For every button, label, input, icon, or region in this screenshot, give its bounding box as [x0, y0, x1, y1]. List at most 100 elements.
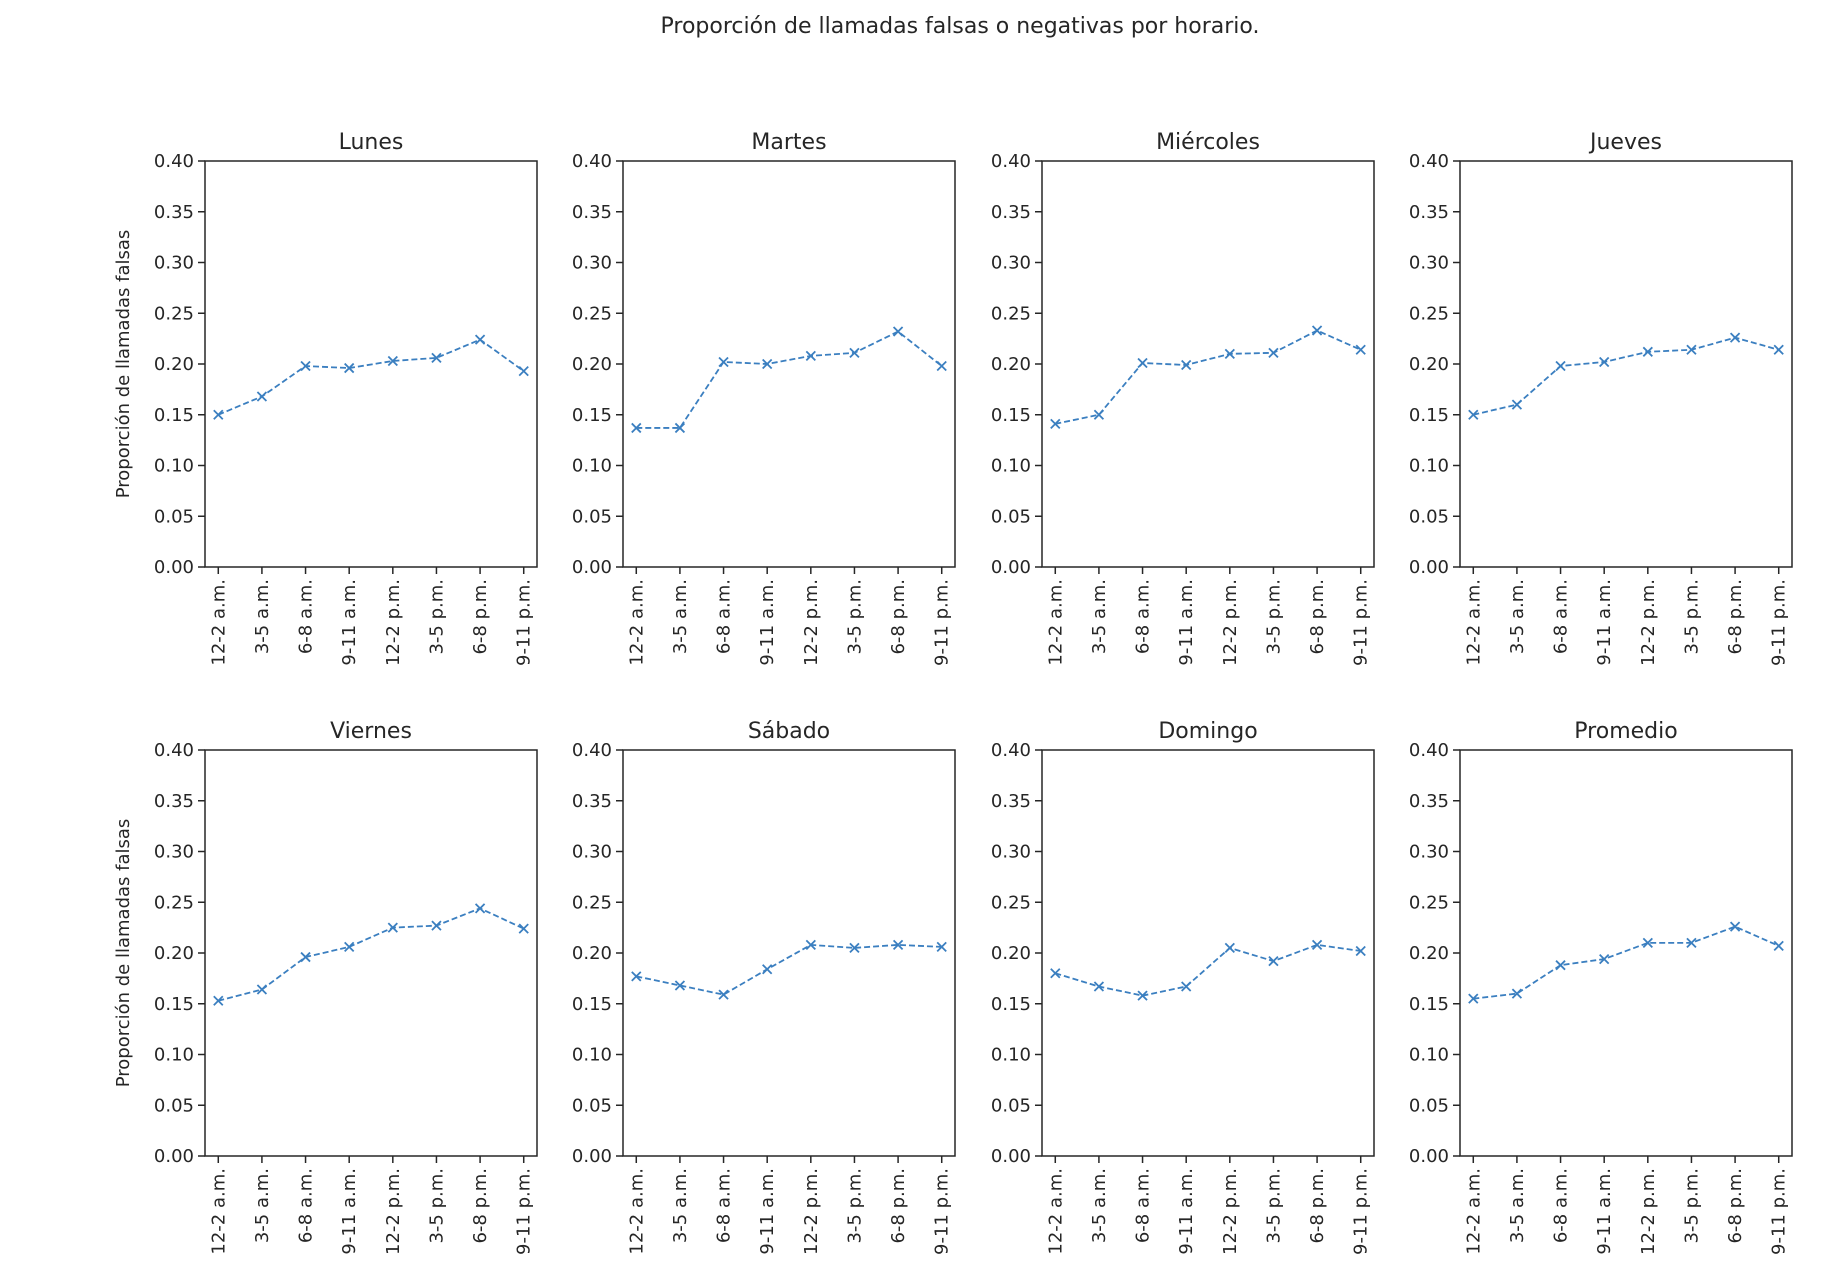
y-tick-label: 0.05 [572, 1095, 612, 1116]
data-point [1686, 937, 1697, 948]
x-tick-label: 3-5 a.m. [1507, 1168, 1528, 1243]
data-point [1686, 344, 1697, 355]
subplot-title: Promedio [1574, 719, 1677, 744]
y-tick-label: 0.40 [154, 740, 194, 761]
x-tick-label: 9-11 a.m. [1594, 1168, 1615, 1255]
y-tick-label: 0.10 [1409, 1045, 1449, 1066]
axes-frame [622, 749, 956, 1157]
y-tick-label: 0.40 [154, 151, 194, 172]
axes-frame [1459, 749, 1793, 1157]
y-tick-label: 0.25 [572, 303, 612, 324]
x-tick-label: 6-8 p.m. [1307, 1168, 1328, 1244]
data-point [1093, 981, 1105, 992]
x-tick-label: 6-8 a.m. [296, 1168, 317, 1243]
y-tick-label: 0.00 [991, 557, 1031, 578]
data-point [1311, 325, 1323, 336]
data-point [718, 989, 729, 1000]
x-tick-label: 3-5 a.m. [1089, 1168, 1110, 1243]
x-tick-label: 12-2 a.m. [1463, 1168, 1484, 1255]
data-point [1642, 346, 1653, 357]
y-tick-label: 0.10 [154, 1045, 194, 1066]
data-point [1181, 981, 1192, 992]
data-point [892, 939, 904, 951]
y-tick-label: 0.35 [1409, 202, 1449, 223]
x-tick-label: 12-2 a.m. [1045, 579, 1066, 666]
data-point [431, 920, 442, 931]
y-tick-label: 0.20 [1409, 943, 1449, 964]
x-tick-label: 3-5 p.m. [426, 1168, 447, 1244]
x-tick-label: 6-8 p.m. [1307, 579, 1328, 655]
y-tick-label: 0.10 [572, 456, 612, 477]
x-tick-label: 3-5 p.m. [1681, 1168, 1702, 1244]
y-tick-label: 0.35 [154, 202, 194, 223]
subplot-promedio: Promedio 0.00 0.05 0.10 0.15 0.20 0.25 0.30 0.35… [1409, 719, 1793, 1255]
axes-frame [1041, 749, 1375, 1157]
x-tick-label: 6-8 a.m. [1133, 1168, 1154, 1243]
y-tick-label: 0.15 [154, 994, 194, 1015]
data-point [936, 941, 947, 953]
data-point [1137, 357, 1148, 369]
y-tick-label: 0.05 [572, 506, 612, 527]
x-tick-label: 9-11 p.m. [1769, 579, 1790, 666]
y-tick-label: 0.40 [991, 151, 1031, 172]
x-tick-label: 9-11 a.m. [339, 579, 360, 666]
x-tick-label: 9-11 p.m. [932, 1168, 953, 1255]
axes-frame [1459, 160, 1793, 568]
y-tick-label: 0.00 [154, 1146, 194, 1167]
x-tick-label: 12-2 a.m. [626, 579, 647, 666]
y-tick-label: 0.10 [154, 456, 194, 477]
x-tick-label: 9-11 p.m. [1351, 579, 1372, 666]
x-tick-label: 12-2 a.m. [1463, 579, 1484, 666]
y-tick-label: 0.10 [572, 1045, 612, 1066]
y-tick-label: 0.05 [154, 1095, 194, 1116]
y-tick-label: 0.05 [154, 506, 194, 527]
data-point [300, 360, 311, 372]
figure-title: Proporción de llamadas falsas o negativa… [661, 14, 1260, 39]
data-point [805, 350, 816, 362]
subplot-title: Jueves [1588, 130, 1662, 155]
data-point [1642, 937, 1653, 948]
data-point [1224, 942, 1235, 954]
x-tick-label: 6-8 a.m. [714, 1168, 735, 1243]
y-tick-label: 0.25 [1409, 892, 1449, 913]
subplot-title: Lunes [339, 130, 404, 155]
x-tick-label: 12-2 p.m. [801, 1168, 822, 1255]
data-point [674, 422, 686, 434]
data-point [1050, 968, 1061, 979]
data-point [849, 347, 860, 358]
x-tick-label: 6-8 p.m. [888, 1168, 909, 1244]
data-point [1511, 399, 1523, 410]
y-tick-label: 0.10 [991, 1045, 1031, 1066]
data-point [1311, 939, 1323, 951]
x-tick-label: 3-5 p.m. [1263, 1168, 1284, 1244]
data-point [1468, 993, 1479, 1004]
series-line [218, 907, 525, 1002]
data-point [1511, 988, 1523, 999]
x-tick-label: 6-8 p.m. [1725, 579, 1746, 655]
x-tick-label: 3-5 a.m. [1507, 579, 1528, 654]
axes-frame [204, 749, 538, 1157]
x-tick-label: 3-5 p.m. [844, 579, 865, 655]
y-tick-label: 0.25 [572, 892, 612, 913]
data-point [387, 922, 398, 933]
data-point [805, 939, 816, 951]
x-tick-label: 9-11 a.m. [757, 579, 778, 666]
data-point [1773, 940, 1784, 952]
data-point [1224, 348, 1235, 359]
y-tick-label: 0.35 [572, 202, 612, 223]
data-point [300, 951, 311, 963]
data-point [1773, 344, 1784, 355]
x-tick-label: 9-11 p.m. [514, 1168, 535, 1255]
x-tick-label: 3-5 a.m. [670, 1168, 691, 1243]
x-tick-label: 9-11 a.m. [339, 1168, 360, 1255]
y-axis-label: Proporción de llamadas falsas [113, 230, 134, 499]
y-tick-label: 0.20 [991, 943, 1031, 964]
y-tick-label: 0.30 [154, 253, 194, 274]
series-line [1055, 943, 1361, 997]
data-point [1268, 955, 1279, 967]
y-tick-label: 0.25 [991, 303, 1031, 324]
y-tick-label: 0.20 [572, 354, 612, 375]
y-tick-label: 0.30 [154, 842, 194, 863]
data-point [344, 362, 355, 374]
